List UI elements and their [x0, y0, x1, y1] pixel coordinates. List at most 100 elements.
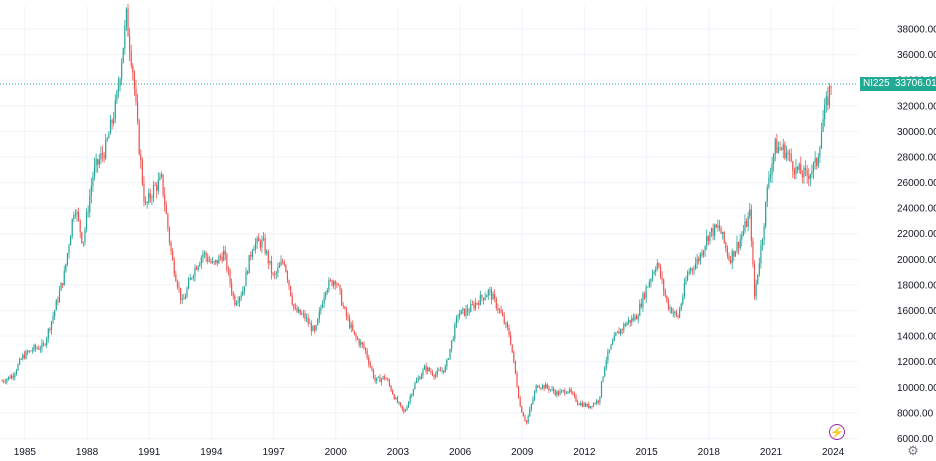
candle-body: [439, 370, 442, 372]
candle-body: [114, 100, 116, 120]
candle-body: [484, 297, 486, 301]
candle-body: [624, 324, 627, 326]
candle-body: [608, 349, 611, 352]
candle-body: [460, 309, 462, 315]
candle-body: [14, 373, 16, 378]
candle-body: [642, 293, 644, 307]
candle-body: [246, 271, 249, 274]
candle-body: [278, 265, 281, 268]
candle-body: [136, 101, 139, 121]
candle-body: [100, 153, 102, 160]
candle-body: [648, 282, 650, 287]
candle-body: [532, 399, 534, 405]
candle-body: [452, 338, 454, 341]
candle-body: [140, 154, 142, 161]
candle-body: [197, 266, 199, 270]
candle-body: [744, 221, 746, 231]
candle-body: [371, 366, 373, 371]
y-tick-label: 32000.00: [897, 101, 936, 112]
candle-body: [325, 292, 327, 297]
candle-body: [419, 378, 421, 380]
candle-body: [274, 274, 276, 275]
candle-body: [720, 228, 722, 234]
candle-body: [709, 231, 711, 241]
candle-body: [97, 159, 99, 165]
candle-body: [785, 152, 788, 159]
candle-body: [798, 164, 800, 170]
candle-body: [92, 175, 94, 186]
y-tick-label: 10000.00: [897, 383, 936, 394]
candle-body: [283, 262, 285, 265]
candle-body: [261, 239, 263, 248]
candle-body: [216, 260, 218, 264]
candle-body: [454, 324, 456, 339]
candle-body: [117, 86, 120, 92]
candle-body: [777, 147, 780, 154]
candle-body: [207, 257, 209, 262]
candle-body: [81, 231, 83, 243]
candle-body: [616, 331, 619, 333]
candle-body: [415, 380, 418, 384]
gear-icon[interactable]: ⚙: [907, 443, 919, 458]
candle-body: [508, 327, 510, 336]
candle-body: [530, 404, 532, 410]
candle-body: [527, 416, 529, 423]
candle-body: [575, 395, 577, 402]
candle-body: [506, 322, 509, 328]
candle-body: [54, 310, 56, 317]
candle-body: [525, 420, 528, 423]
candle-body: [141, 160, 143, 184]
candle-body: [612, 341, 614, 345]
candle-body: [639, 303, 641, 316]
candle-body: [553, 388, 555, 392]
candle-body: [299, 309, 301, 315]
x-tick-label: 1985: [14, 447, 37, 458]
candle-body: [717, 225, 719, 228]
candle-body: [466, 308, 469, 313]
candle-body: [715, 224, 717, 228]
candle-body: [569, 389, 571, 392]
candle-body: [817, 156, 819, 167]
y-tick-label: 36000.00: [897, 50, 936, 61]
candle-body: [588, 403, 590, 409]
candle-body: [543, 385, 545, 389]
candle-body: [793, 170, 795, 175]
candle-body: [459, 314, 461, 317]
candle-body: [224, 250, 226, 255]
candle-body: [165, 205, 167, 214]
candle-body: [769, 174, 772, 178]
candle-body: [533, 391, 536, 400]
candle-body: [208, 261, 210, 262]
candle-body: [121, 62, 123, 80]
x-tick-label: 1994: [200, 447, 223, 458]
y-tick-label: 26000.00: [897, 178, 936, 189]
price-axis[interactable]: 6000.00 8000.00 10000.00 12000.00 14000.00 16…: [897, 25, 936, 445]
candle-body: [11, 375, 13, 379]
candle-body: [403, 409, 405, 412]
candle-body: [663, 279, 665, 291]
candle-body: [447, 358, 450, 360]
candle-body: [581, 403, 583, 407]
candle-body: [428, 367, 430, 372]
x-tick-label: 2012: [573, 447, 596, 458]
candle-body: [666, 295, 668, 302]
time-axis[interactable]: 1985 1988 1991 1994 1997 2000 2003 2006 2009 2012…: [14, 447, 845, 458]
candle-body: [345, 308, 348, 317]
candle-body: [698, 258, 700, 262]
candle-body: [667, 301, 670, 309]
candle-body: [84, 229, 86, 242]
candle-body: [655, 269, 657, 273]
candle-body: [341, 290, 343, 306]
candle-body: [34, 345, 37, 349]
candle-body: [683, 283, 685, 297]
x-tick-label: 2006: [449, 447, 472, 458]
candle-body: [331, 280, 333, 286]
candle-body: [143, 183, 145, 202]
lightning-icon[interactable]: ⚡: [829, 424, 845, 440]
candle-body: [511, 344, 513, 353]
candle-body: [763, 226, 765, 240]
candle-body: [422, 369, 424, 376]
candle-body: [312, 326, 314, 332]
